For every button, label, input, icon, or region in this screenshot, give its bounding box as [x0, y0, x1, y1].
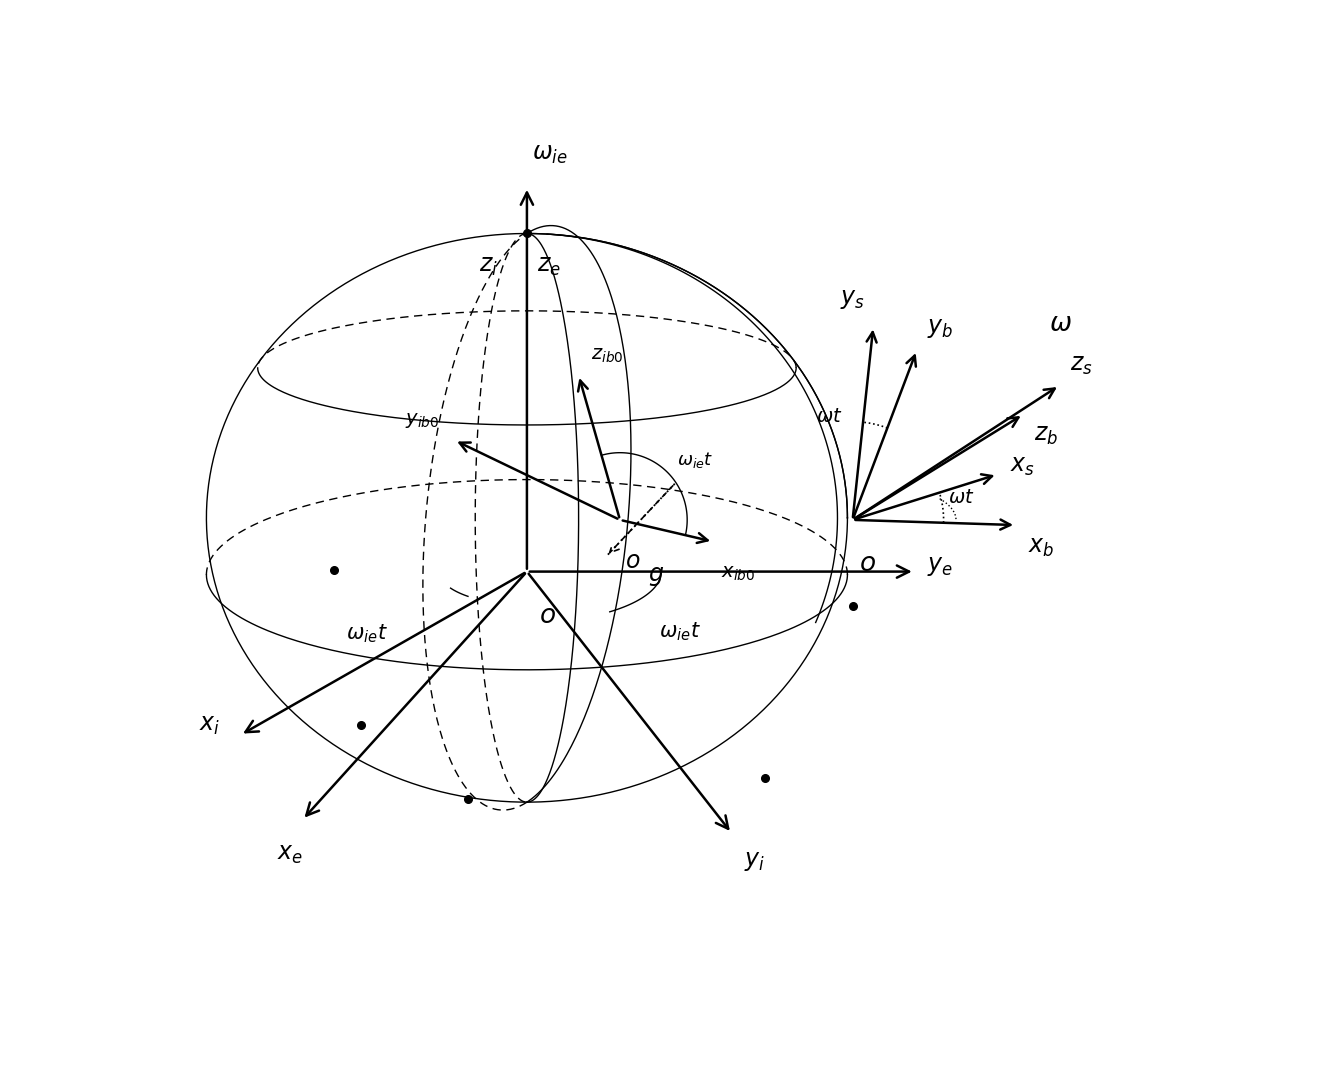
Text: $g$: $g$ — [648, 564, 664, 588]
Text: $x_{ib0}$: $x_{ib0}$ — [721, 564, 756, 584]
Text: $x_e$: $x_e$ — [277, 842, 303, 867]
Text: $x_s$: $x_s$ — [1010, 454, 1034, 478]
Text: $\omega_{ie}t$: $\omega_{ie}t$ — [345, 623, 388, 645]
Text: $y_s$: $y_s$ — [840, 288, 865, 311]
Text: $y_e$: $y_e$ — [926, 555, 953, 578]
Text: $z_i$: $z_i$ — [479, 254, 499, 278]
Text: $z_b$: $z_b$ — [1033, 422, 1057, 447]
Text: $o$: $o$ — [625, 549, 641, 573]
Text: $\omega t$: $\omega t$ — [948, 488, 974, 506]
Text: $\omega_{ie}t$: $\omega_{ie}t$ — [659, 620, 701, 643]
Text: $\omega t$: $\omega t$ — [816, 407, 842, 426]
Text: $y_b$: $y_b$ — [926, 316, 953, 340]
Text: $z_e$: $z_e$ — [537, 254, 561, 278]
Text: $\omega_{ie}$: $\omega_{ie}$ — [532, 142, 568, 166]
Text: $x_b$: $x_b$ — [1028, 535, 1054, 559]
Text: $o$: $o$ — [858, 551, 876, 577]
Text: $\omega$: $\omega$ — [1049, 311, 1072, 337]
Text: $z_{ib0}$: $z_{ib0}$ — [591, 346, 624, 365]
Text: $o$: $o$ — [540, 603, 556, 629]
Text: $x_i$: $x_i$ — [199, 713, 220, 737]
Text: $\omega_{ie}t$: $\omega_{ie}t$ — [677, 450, 713, 471]
Text: $y_{ib0}$: $y_{ib0}$ — [405, 411, 439, 430]
Text: $z_s$: $z_s$ — [1069, 353, 1093, 377]
Text: $y_i$: $y_i$ — [744, 849, 765, 872]
